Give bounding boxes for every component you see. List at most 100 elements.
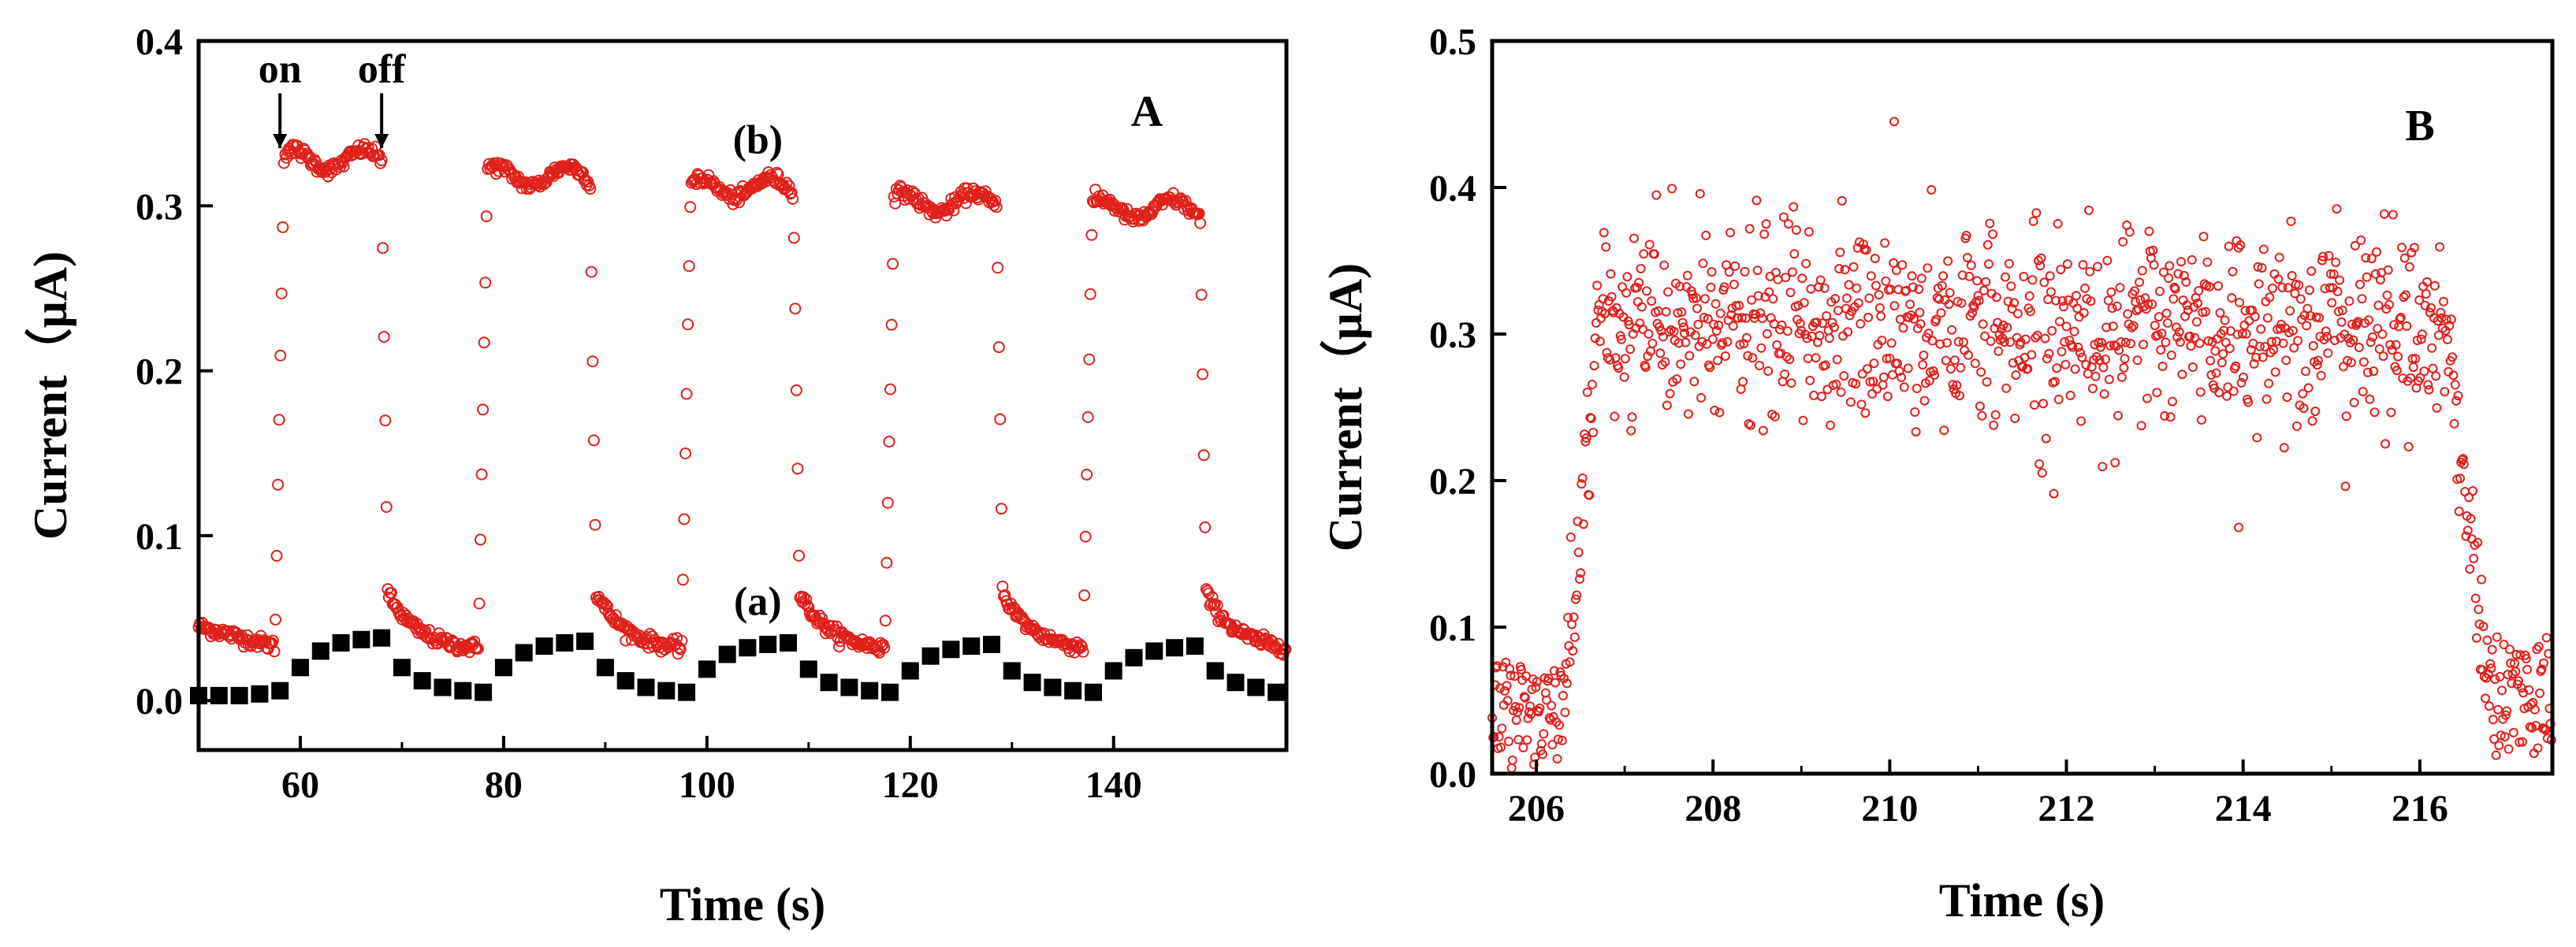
photocurrent-point (2156, 345, 2166, 355)
photocurrent-point (2384, 299, 2394, 310)
photocurrent-point (2135, 277, 2145, 288)
photocurrent-point (2427, 343, 2437, 353)
series-b-point (516, 182, 528, 195)
photocurrent-point (1886, 338, 1897, 348)
photocurrent-point (1531, 682, 1541, 693)
photocurrent-point (2019, 272, 2029, 281)
photocurrent-point (2161, 337, 2171, 347)
photocurrent-point (2056, 265, 2066, 275)
series-a-point (942, 641, 960, 659)
photocurrent-point (2095, 342, 2105, 352)
series-a-point (576, 632, 594, 650)
photocurrent-point (2488, 715, 2498, 725)
photocurrent-point (1713, 355, 1722, 366)
photocurrent-point (1809, 390, 1819, 400)
photocurrent-point (2443, 334, 2452, 344)
photocurrent-point (1923, 263, 1933, 273)
photocurrent-point (1610, 411, 1620, 422)
series-a-point (840, 678, 858, 696)
photocurrent-point (1915, 319, 1926, 329)
photocurrent-point (2116, 372, 2127, 382)
photocurrent-point (2422, 277, 2433, 287)
photocurrent-point (1536, 739, 1547, 749)
series-b-point (884, 383, 896, 396)
series-b-point (680, 388, 693, 400)
photocurrent-point (1832, 355, 1842, 365)
photocurrent-point (1751, 310, 1761, 320)
series-b-point (277, 157, 290, 169)
series-a-point (1104, 662, 1122, 680)
photocurrent-point (2194, 338, 2205, 348)
photocurrent-point (1595, 336, 1605, 347)
photocurrent-point (2312, 360, 2322, 370)
series-a-point (1044, 678, 1062, 696)
photocurrent-point (2108, 321, 2118, 332)
photocurrent-point (2273, 274, 2284, 284)
photocurrent-point (1592, 280, 1603, 291)
series-b-point (1197, 449, 1210, 462)
series-b-point (586, 355, 599, 368)
photocurrent-point (1778, 212, 1789, 222)
photocurrent-point (1697, 336, 1707, 347)
photocurrent-point (2046, 287, 2056, 297)
photocurrent-point (1643, 351, 1653, 362)
panel-a-x-axis-label: Time (s) (660, 878, 826, 930)
photocurrent-point (1578, 519, 1588, 529)
photocurrent-point (1822, 311, 1832, 321)
photocurrent-point (1784, 219, 1793, 229)
series-a-point (454, 681, 472, 700)
photocurrent-point (2328, 269, 2339, 279)
photocurrent-point (2142, 393, 2152, 403)
photocurrent-point (1856, 319, 1866, 329)
y-tick-label: 0.3 (136, 186, 183, 228)
panel-a-y-axis-label: Current（μA) (24, 251, 76, 540)
photocurrent-point (2503, 744, 2514, 754)
photocurrent-point (2049, 377, 2060, 387)
photocurrent-point (2239, 320, 2250, 330)
photocurrent-point (1705, 362, 1715, 373)
photocurrent-point (1702, 339, 1712, 349)
photocurrent-point (2024, 291, 2034, 301)
series-a-point (1023, 674, 1041, 692)
photocurrent-point (1684, 409, 1693, 419)
series-a-point (820, 674, 838, 692)
photocurrent-point (2500, 732, 2510, 742)
photocurrent-point (2141, 304, 2151, 314)
photocurrent-point (1982, 377, 1992, 387)
photocurrent-point (1651, 190, 1662, 200)
photocurrent-point (2199, 279, 2209, 289)
photocurrent-point (2257, 263, 2267, 273)
photocurrent-point (1897, 260, 1908, 270)
photocurrent-point (2069, 326, 2079, 336)
photocurrent-point (1941, 355, 1951, 366)
photocurrent-point (2350, 240, 2360, 251)
photocurrent-point (1617, 334, 1626, 344)
photocurrent-point (1500, 685, 1509, 696)
photocurrent-point (1706, 282, 1716, 292)
photocurrent-point (2261, 394, 2272, 404)
series-b-point (584, 183, 597, 195)
photocurrent-point (2370, 269, 2381, 279)
photocurrent-point (2458, 454, 2468, 464)
photocurrent-point (2354, 343, 2364, 352)
photocurrent-point (2032, 330, 2042, 340)
photocurrent-point (1636, 302, 1647, 312)
photocurrent-point (1911, 427, 1921, 437)
series-b-point (995, 503, 1007, 515)
photocurrent-point (2419, 366, 2429, 377)
photocurrent-point (1744, 419, 1754, 429)
photocurrent-point (1740, 313, 1751, 323)
photocurrent-point (1614, 363, 1624, 373)
photocurrent-point (1834, 264, 1845, 274)
series-b-point (1077, 645, 1089, 658)
photocurrent-point (2161, 308, 2172, 318)
photocurrent-point (2033, 255, 2043, 266)
photocurrent-point (2486, 663, 2496, 674)
photocurrent-point (2324, 251, 2334, 261)
photocurrent-point (2079, 308, 2089, 318)
photocurrent-point (1973, 291, 1983, 301)
photocurrent-point (1801, 258, 1811, 269)
series-b-point (887, 258, 899, 270)
series-b-point (791, 462, 804, 475)
photocurrent-point (1718, 338, 1728, 348)
